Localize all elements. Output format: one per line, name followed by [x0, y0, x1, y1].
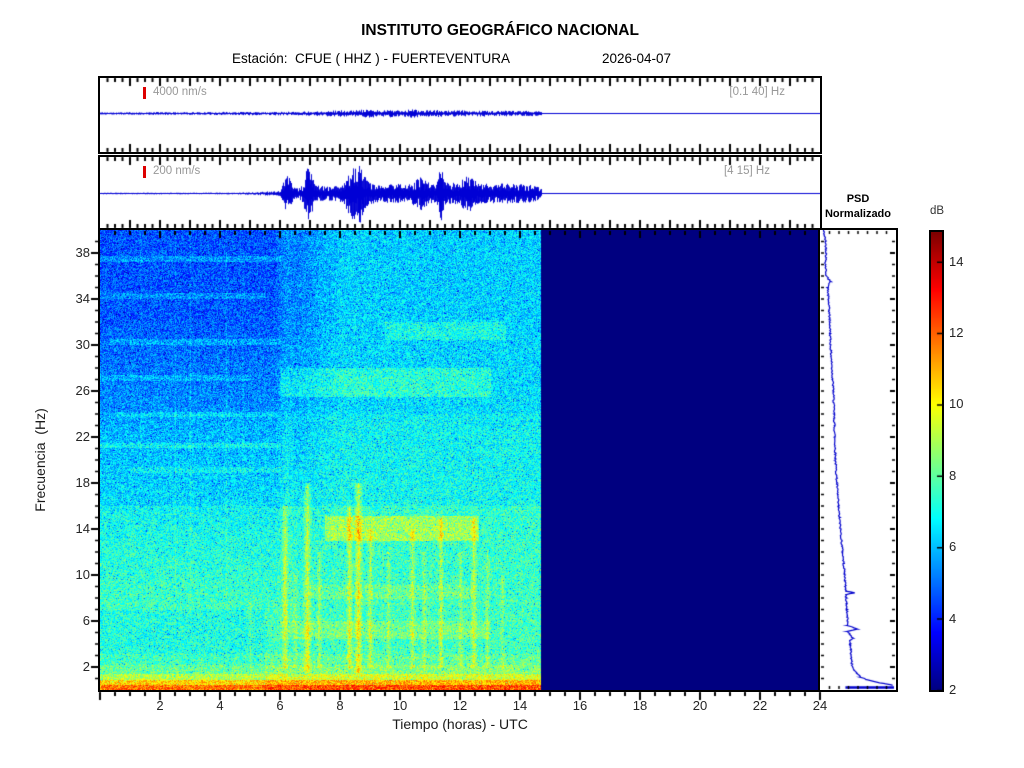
- scale-marker-filtered: [143, 166, 146, 178]
- x-axis-label: Tiempo (horas) - UTC: [392, 716, 528, 732]
- colorbar-tick-label: 2: [949, 682, 957, 697]
- colorbar-tick-label: 12: [949, 325, 964, 341]
- page-title: INSTITUTO GEOGRÁFICO NACIONAL: [361, 22, 639, 39]
- colorbar-tick-label: 4: [949, 610, 957, 626]
- psd-curve-canvas: [820, 230, 896, 690]
- psd-title-line2: Normalizado: [824, 208, 891, 220]
- colorbar-tick-label: 8: [949, 467, 957, 483]
- y-tick-label: 22: [75, 429, 90, 444]
- y-tick-label: 30: [75, 337, 90, 352]
- date-label: 2026-04-07: [602, 51, 672, 66]
- x-tick-label: 10: [392, 698, 408, 713]
- spectrogram-canvas: [100, 230, 820, 690]
- x-tick-label: 8: [336, 698, 344, 713]
- y-tick-label: 18: [75, 475, 90, 490]
- x-tick-label: 6: [276, 698, 284, 713]
- y-axis-label: Frecuencia (Hz): [32, 408, 48, 512]
- x-tick-label: 22: [752, 698, 768, 713]
- x-tick-label: 18: [632, 698, 648, 713]
- y-tick-label: 34: [75, 291, 90, 306]
- y-tick-label: 2: [82, 659, 90, 674]
- broadband-filter-label: [0.1 40] Hz: [729, 86, 785, 98]
- x-tick-label: 20: [692, 698, 708, 713]
- colorbar-tick-label: 14: [949, 253, 964, 269]
- scale-marker-broadband: [143, 87, 146, 99]
- broadband-scale-label: 4000 nm/s: [153, 86, 207, 98]
- x-tick-label: 4: [216, 698, 224, 713]
- y-tick-label: 14: [75, 521, 90, 536]
- y-tick-label: 38: [75, 245, 90, 260]
- x-tick-label: 12: [452, 698, 468, 713]
- colorbar-unit-label: dB: [929, 205, 945, 217]
- colorbar-tick-label: 10: [949, 396, 964, 412]
- filtered-filter-label: [4 15] Hz: [723, 165, 770, 177]
- filtered-scale-label: 200 nm/s: [153, 165, 201, 177]
- colorbar-canvas: [931, 232, 942, 690]
- x-tick-label: 2: [156, 698, 164, 713]
- x-tick-label: 16: [572, 698, 588, 713]
- y-tick-label: 6: [82, 613, 90, 628]
- colorbar-tick-label: 6: [949, 539, 957, 555]
- psd-title-line1: PSD: [846, 193, 870, 205]
- y-tick-label: 26: [75, 383, 90, 398]
- x-tick-label: 24: [812, 698, 828, 713]
- y-tick-label: 10: [75, 567, 90, 582]
- station-subtitle: Estación: CFUE ( HHZ ) - FUERTEVENTURA: [232, 51, 511, 66]
- x-tick-label: 14: [512, 698, 528, 713]
